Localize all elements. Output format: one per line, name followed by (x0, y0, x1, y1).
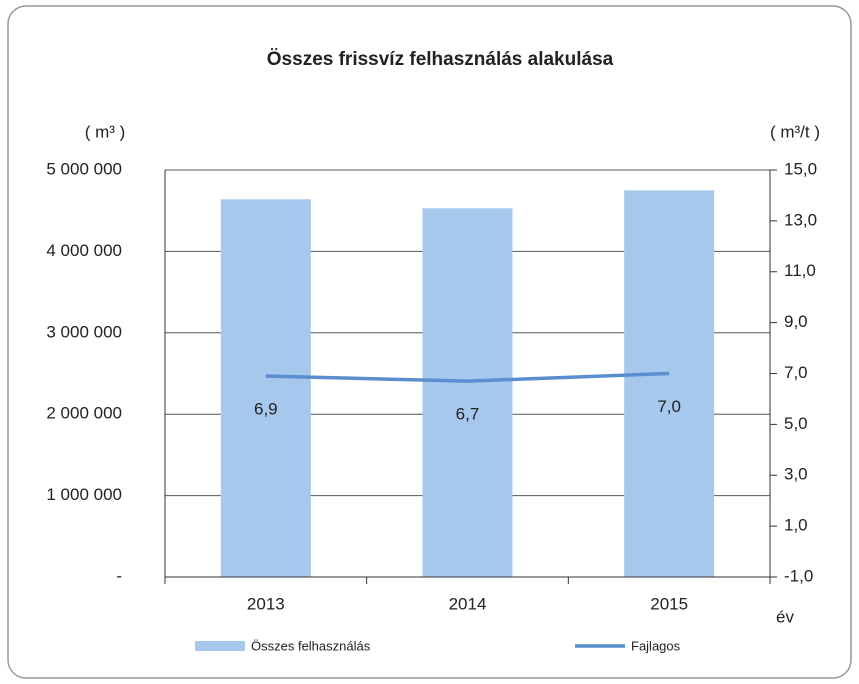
y2-axis-label: ( m³/t ) (770, 122, 820, 141)
data-label: 7,0 (657, 397, 681, 416)
bar (422, 208, 513, 577)
y2-tick-label: 5,0 (784, 414, 808, 433)
legend-label: Összes felhasználás (251, 638, 371, 653)
y-tick-label: 3 000 000 (46, 322, 122, 341)
y-tick-label: 1 000 000 (46, 485, 122, 504)
y2-tick-label: 3,0 (784, 465, 808, 484)
y2-tick-label: 13,0 (784, 210, 817, 229)
x-tick-label: 2015 (650, 594, 688, 613)
y2-tick-label: 9,0 (784, 312, 808, 331)
y-axis-label: ( m³ ) (85, 122, 126, 141)
x-tick-label: 2013 (247, 594, 285, 613)
y2-tick-label: -1,0 (784, 566, 813, 585)
x-tick-label: 2014 (449, 594, 487, 613)
x-axis-label: év (776, 607, 794, 626)
chart-title: Összes frissvíz felhasználás alakulása (267, 49, 614, 70)
y2-tick-label: 1,0 (784, 516, 808, 535)
y-tick-label: 2 000 000 (46, 404, 122, 423)
y2-tick-label: 15,0 (784, 159, 817, 178)
data-label: 6,7 (456, 405, 480, 424)
y2-tick-label: 11,0 (784, 261, 816, 280)
y-tick-label: 5 000 000 (46, 159, 122, 178)
legend-label: Fajlagos (631, 638, 681, 653)
bar (220, 199, 311, 577)
y-tick-label: - (116, 566, 122, 585)
data-label: 6,9 (254, 400, 278, 419)
line (265, 371, 670, 383)
bar (624, 190, 715, 577)
y2-tick-label: 7,0 (784, 363, 808, 382)
y-tick-label: 4 000 000 (46, 241, 122, 260)
legend-swatch (195, 641, 245, 651)
